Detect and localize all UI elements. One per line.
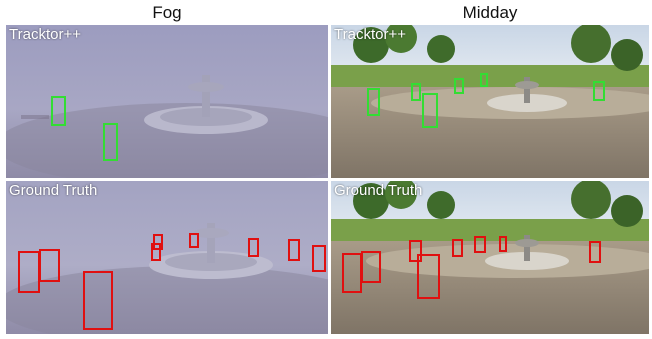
ground-truth-bounding-box <box>151 243 161 261</box>
ground-truth-bounding-box <box>288 239 300 261</box>
ground-truth-bounding-box <box>312 245 326 272</box>
column-title-midday: Midday <box>462 3 518 22</box>
tracktor-bounding-box <box>593 81 605 101</box>
panel-fog-ground-truth: Ground Truth <box>6 181 328 334</box>
tracktor-bounding-box <box>422 93 438 128</box>
tracktor-bounding-box <box>480 73 488 87</box>
column-title-fog: Fog <box>152 3 182 22</box>
scene-fog-tracktor <box>6 25 328 178</box>
ground-truth-bounding-box <box>361 251 381 283</box>
panel-label: Tracktor++ <box>9 26 81 43</box>
ground-truth-bounding-box <box>417 254 440 299</box>
panel-label: Ground Truth <box>9 182 98 199</box>
ground-truth-bounding-box <box>248 238 259 257</box>
ground-truth-bounding-box <box>452 239 463 257</box>
ground-truth-bounding-box <box>39 249 60 282</box>
ground-truth-bounding-box <box>409 240 422 262</box>
ground-truth-bounding-box <box>153 234 163 250</box>
tracktor-bounding-box <box>411 83 421 101</box>
tracktor-bounding-box <box>51 96 66 126</box>
tracktor-bounding-box <box>454 78 464 94</box>
ground-truth-bounding-box <box>83 271 113 330</box>
tracktor-bounding-box <box>103 123 118 161</box>
scene-midday-tracktor <box>331 25 649 178</box>
ground-truth-bounding-box <box>499 236 507 252</box>
tracktor-bounding-box <box>367 88 380 116</box>
ground-truth-bounding-box <box>189 233 199 248</box>
panel-midday-ground-truth: Ground Truth <box>331 181 649 334</box>
ground-truth-bounding-box <box>589 241 601 263</box>
ground-truth-bounding-box <box>342 253 362 293</box>
panel-fog-tracktor: Tracktor++ <box>6 25 328 178</box>
ground-truth-bounding-box <box>18 251 40 293</box>
panel-label: Ground Truth <box>334 182 423 199</box>
scene-midday-ground-truth <box>331 181 649 334</box>
panel-midday-tracktor: Tracktor++ <box>331 25 649 178</box>
ground-truth-bounding-box <box>474 236 486 253</box>
panel-label: Tracktor++ <box>334 26 406 43</box>
